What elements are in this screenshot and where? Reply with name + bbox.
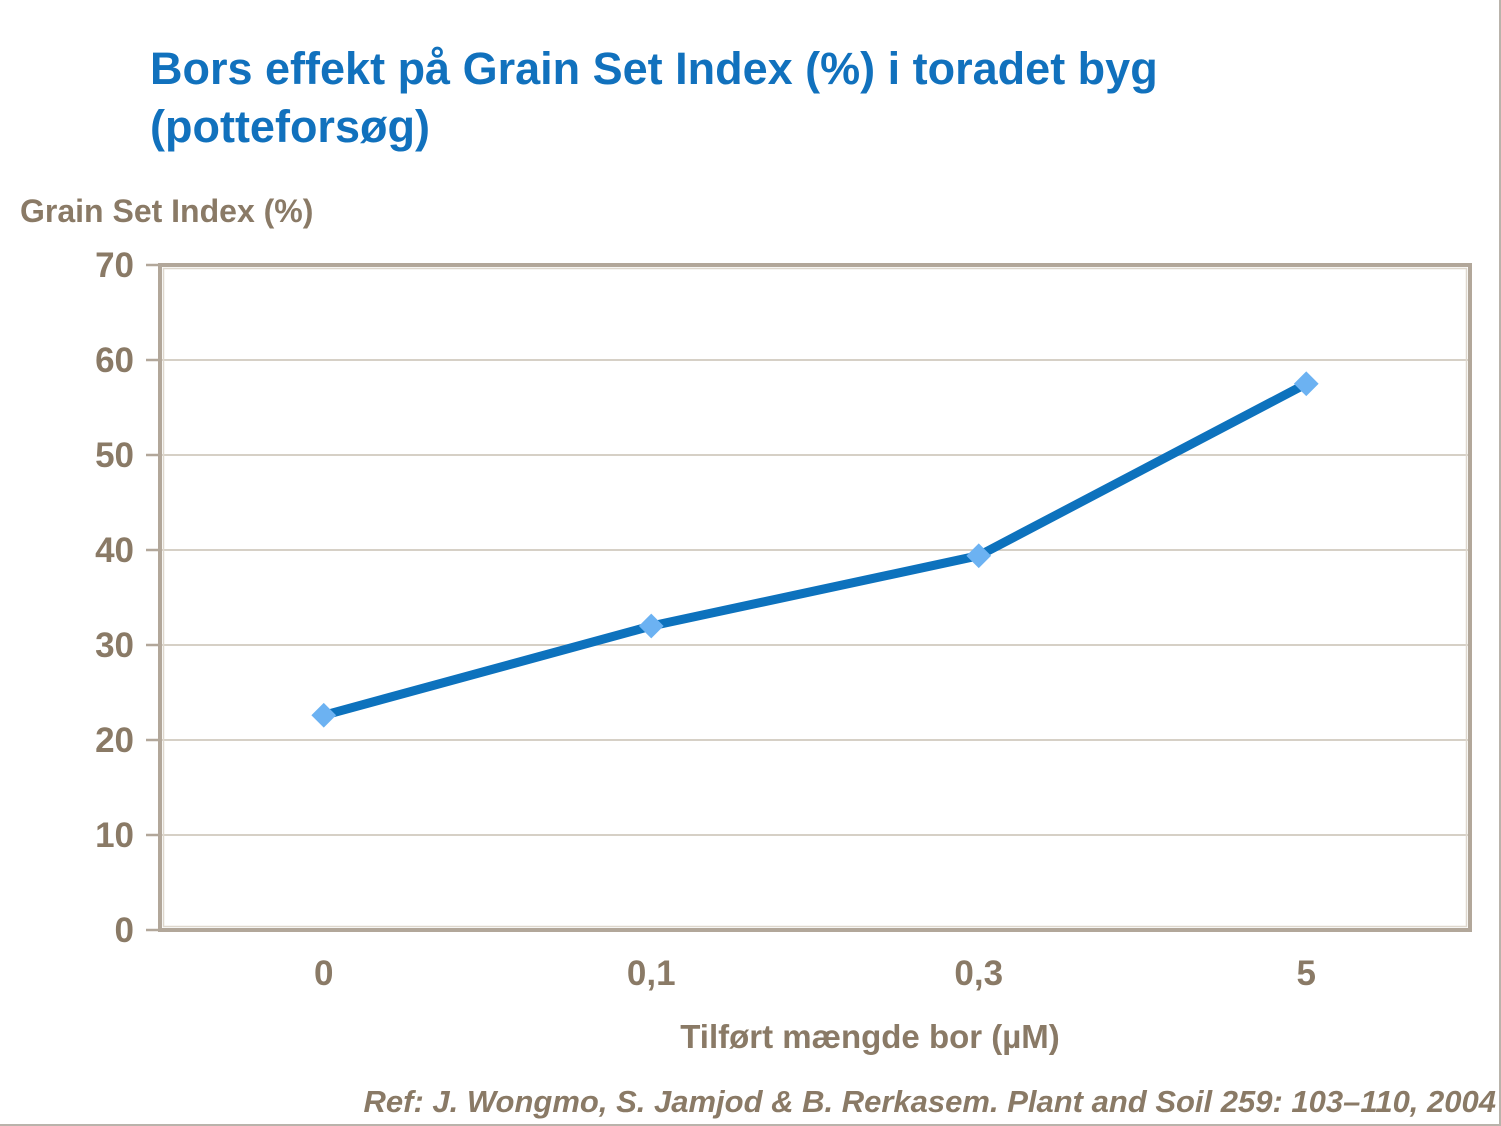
y-tick-label: 50 <box>95 436 134 475</box>
x-tick-label: 5 <box>1297 954 1316 993</box>
y-tick-label: 40 <box>95 531 134 570</box>
plot-border-highlight <box>162 267 1468 928</box>
plot-border <box>158 263 1472 932</box>
chart-title-line-2: (potteforsøg) <box>150 101 430 152</box>
y-tick-label: 30 <box>95 626 134 665</box>
y-tick-label: 20 <box>95 721 134 760</box>
y-tick-label: 60 <box>95 341 134 380</box>
data-line <box>319 379 1311 720</box>
y-tick-label: 10 <box>95 816 134 855</box>
x-tick-label: 0,1 <box>627 954 676 993</box>
x-axis-label: Tilført mængde bor (µM) <box>680 1018 1060 1055</box>
y-tick-label: 0 <box>115 911 134 950</box>
x-tick-label: 0 <box>314 954 333 993</box>
y-tick-label: 70 <box>95 246 134 285</box>
y-axis-label: Grain Set Index (%) <box>20 193 314 229</box>
chart-title: Bors effekt på Grain Set Index (%) i tor… <box>150 40 1400 156</box>
data-point-marker <box>311 702 337 728</box>
reference-citation: Ref: J. Wongmo, S. Jamjod & B. Rerkasem.… <box>363 1084 1497 1119</box>
data-point-marker <box>1293 371 1319 397</box>
data-point-marker <box>638 613 664 639</box>
chart-title-line-1: Bors effekt på Grain Set Index (%) i tor… <box>150 43 1158 94</box>
x-tick-label: 0,3 <box>954 954 1003 993</box>
